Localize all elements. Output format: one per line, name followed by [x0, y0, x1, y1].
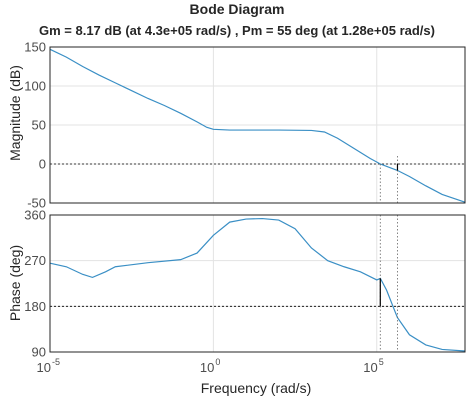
svg-text:10: 10 [363, 360, 377, 375]
svg-text:10: 10 [37, 360, 51, 375]
chart-title: Bode Diagram [190, 1, 285, 17]
magnitude-ytick-label: 150 [24, 40, 46, 55]
magnitude-ytick-label: 0 [39, 157, 46, 172]
phase-axes-frame [49, 214, 466, 353]
magnitude-ytick-label: 100 [24, 79, 46, 94]
x-axis-label: Frequency (rad/s) [201, 380, 311, 396]
phase-axis-label: Phase (deg) [7, 245, 23, 321]
svg-text:-5: -5 [52, 357, 60, 367]
phase-ytick-label: 180 [24, 299, 46, 314]
phase-ytick-label: 90 [32, 345, 46, 360]
x-tick-label: 10 5 [363, 357, 383, 375]
x-tick-label: 10 -5 [37, 357, 60, 375]
chart-subtitle: Gm = 8.17 dB (at 4.3e+05 rad/s) , Pm = 5… [39, 23, 435, 38]
phase-ytick-label: 270 [24, 253, 46, 268]
svg-text:10: 10 [200, 360, 214, 375]
svg-text:0: 0 [215, 357, 220, 367]
svg-text:5: 5 [379, 357, 384, 367]
phase-curve [49, 217, 466, 352]
magnitude-curve [49, 48, 466, 203]
x-tick-label: 10 0 [200, 357, 220, 375]
magnitude-ytick-label: 50 [32, 118, 46, 133]
magnitude-ytick-label: -50 [27, 196, 46, 211]
magnitude-axis-label: Magnitude (dB) [7, 65, 23, 161]
magnitude-axes-frame [49, 46, 466, 204]
phase-ytick-label: 360 [24, 208, 46, 223]
